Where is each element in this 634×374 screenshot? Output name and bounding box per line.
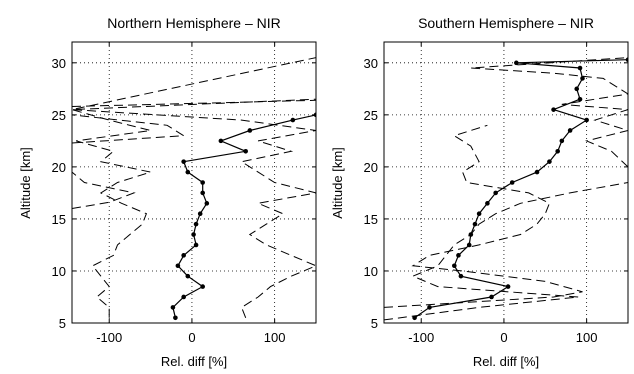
data-point	[514, 60, 519, 66]
data-point	[485, 201, 490, 206]
y-tick-label: 10	[52, 264, 66, 279]
y-tick-label: 30	[364, 56, 378, 71]
y-tick-label: 5	[59, 316, 66, 331]
data-point	[577, 96, 583, 102]
data-point	[170, 305, 176, 310]
y-tick-label: 25	[52, 108, 66, 123]
plot-area	[384, 57, 628, 321]
x-tick-label: -100	[96, 330, 122, 345]
data-point	[200, 180, 205, 185]
y-axis-label: Altitude [km]	[18, 147, 33, 219]
y-tick-label: 15	[364, 212, 378, 227]
data-point	[559, 138, 565, 144]
data-point	[173, 315, 178, 321]
data-point	[193, 242, 199, 248]
series-dashed-line-1	[72, 98, 316, 318]
data-point	[247, 128, 253, 133]
data-point	[427, 305, 432, 310]
data-point	[584, 117, 589, 123]
x-tick-label: 0	[188, 330, 195, 345]
data-point	[534, 169, 540, 175]
data-point	[191, 232, 196, 237]
data-point	[181, 253, 186, 258]
series-dashed-line-1	[384, 182, 628, 321]
y-axis-label: Altitude [km]	[330, 147, 345, 219]
data-point	[185, 273, 191, 279]
chart-title: Northern Hemisphere – NIR	[107, 15, 281, 31]
series-dashed-line-2	[384, 124, 583, 308]
data-point	[200, 190, 205, 196]
data-point	[625, 57, 628, 62]
series-dashed-line-3	[470, 57, 628, 168]
series-dashed-line-5	[72, 99, 316, 107]
data-point	[551, 107, 556, 112]
data-point	[412, 315, 417, 321]
series-dashed-line-3	[72, 171, 136, 209]
x-tick-label: -100	[408, 330, 434, 345]
data-point	[466, 242, 472, 248]
data-point	[509, 180, 515, 185]
x-tick-label: 0	[500, 330, 507, 345]
data-point	[567, 128, 573, 133]
data-point	[505, 284, 511, 289]
series-dashed-line-2	[72, 57, 316, 318]
x-tick-label: 100	[576, 330, 598, 345]
data-point	[489, 294, 494, 300]
data-point	[472, 221, 478, 227]
data-point	[243, 148, 248, 154]
data-point	[458, 273, 464, 279]
data-point	[197, 211, 203, 217]
data-point	[181, 159, 186, 164]
data-point	[574, 86, 580, 92]
y-tick-label: 10	[364, 264, 378, 279]
chart-title: Southern Hemisphere – NIR	[418, 15, 594, 31]
data-point	[181, 294, 186, 300]
data-point	[200, 284, 205, 289]
data-point	[555, 148, 560, 154]
y-tick-label: 20	[52, 160, 66, 175]
data-point	[185, 169, 191, 175]
y-tick-label: 5	[371, 316, 378, 331]
data-point	[193, 221, 199, 227]
y-tick-label: 30	[52, 56, 66, 71]
data-point	[218, 138, 224, 144]
data-point	[476, 211, 482, 217]
data-point	[580, 76, 585, 81]
data-point	[547, 159, 552, 164]
data-point	[175, 263, 181, 269]
x-tick-label: 100	[264, 330, 286, 345]
series-mean-line	[414, 59, 628, 319]
plot-area	[72, 57, 316, 321]
y-tick-label: 20	[364, 160, 378, 175]
plot-frame	[383, 41, 629, 324]
data-point	[493, 190, 498, 196]
x-axis-label: Rel. diff [%]	[161, 354, 227, 369]
y-tick-label: 25	[364, 108, 378, 123]
data-point	[456, 253, 461, 258]
panel-southern: Southern Hemisphere – NIR Rel. diff [%] …	[330, 15, 629, 369]
data-point	[577, 65, 583, 71]
panel-northern: Northern Hemisphere – NIR Rel. diff [%] …	[18, 15, 317, 369]
data-point	[204, 201, 210, 206]
x-axis-label: Rel. diff [%]	[473, 354, 539, 369]
data-point	[290, 117, 296, 123]
series-mean-line	[172, 114, 316, 318]
plot-frame	[71, 41, 317, 324]
data-point	[452, 263, 457, 269]
y-tick-label: 15	[52, 212, 66, 227]
